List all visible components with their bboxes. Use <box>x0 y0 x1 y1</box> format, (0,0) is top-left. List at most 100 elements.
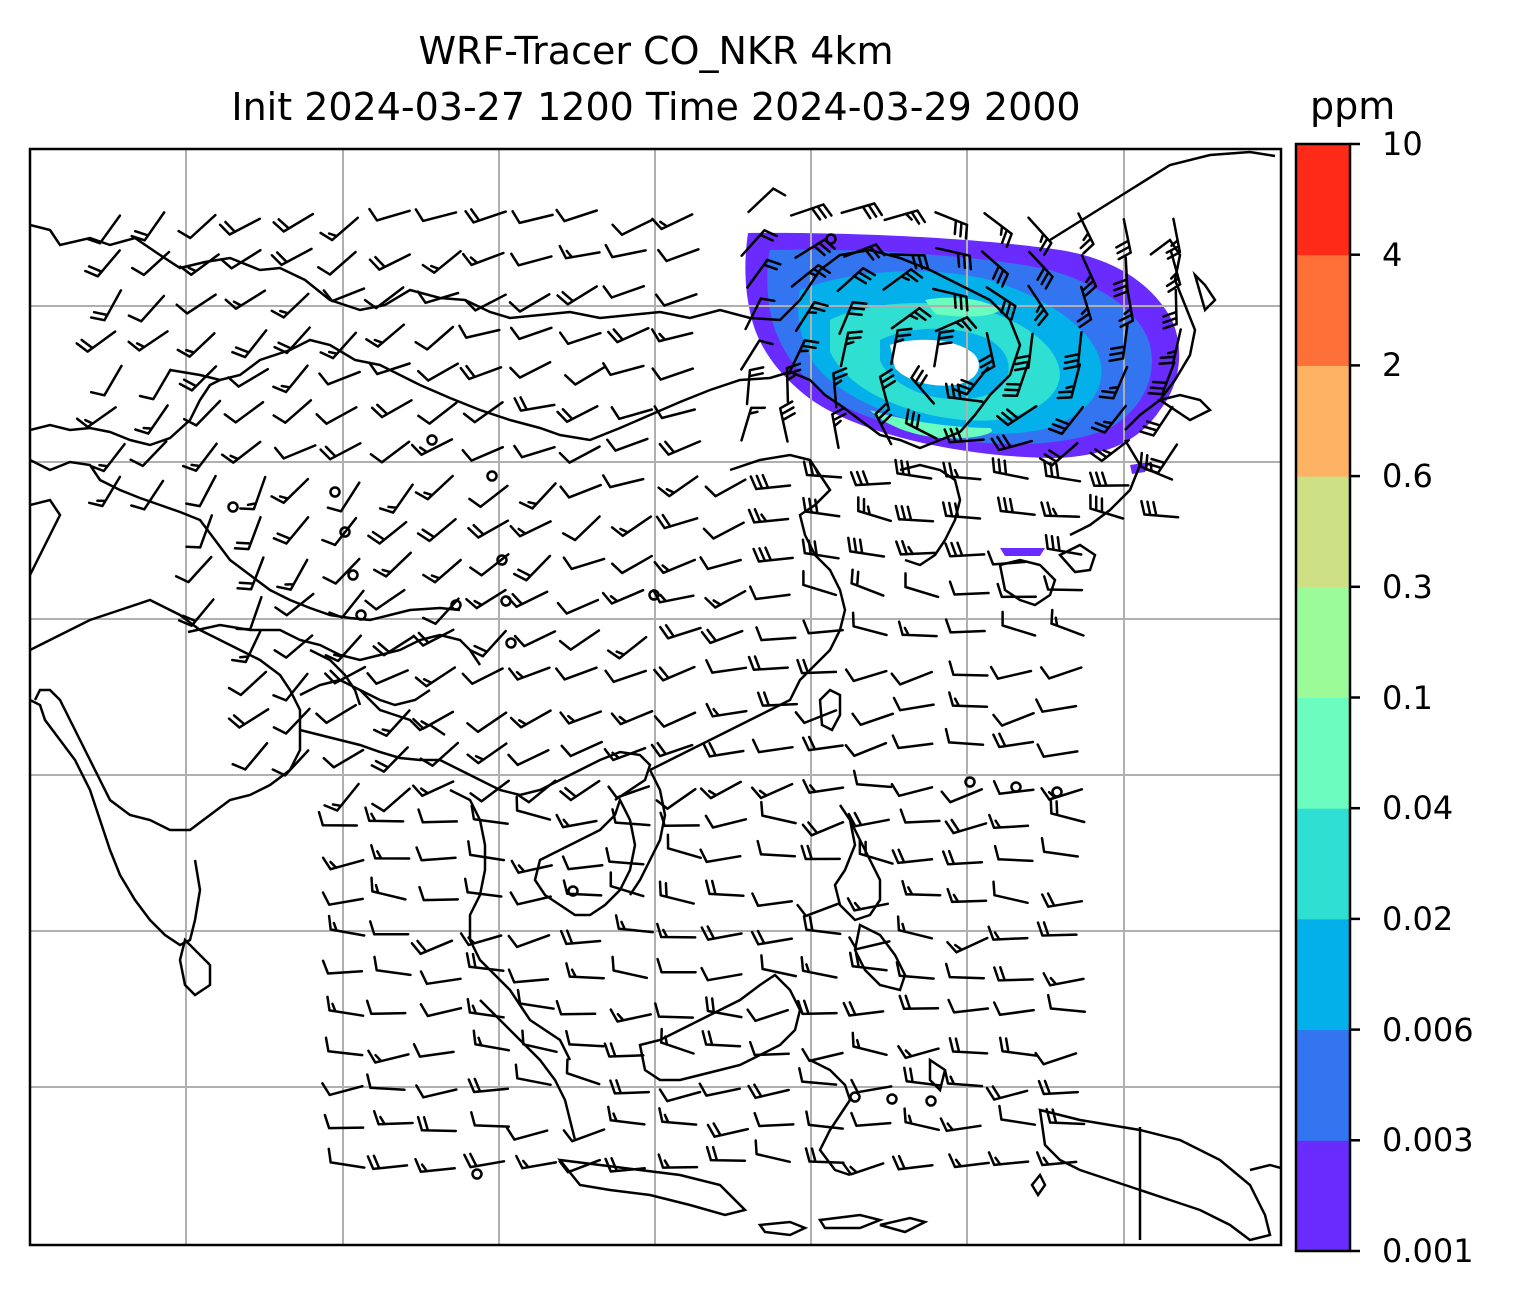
map-subtitle: Init 2024-03-27 1200 Time 2024-03-29 200… <box>231 85 1081 129</box>
wind-barb <box>417 362 460 382</box>
wind-barb <box>993 966 1034 982</box>
wind-barb <box>464 208 507 224</box>
wind-barb <box>740 229 778 257</box>
wind-barb <box>1115 218 1132 261</box>
colorbar <box>1296 144 1350 1252</box>
wind-barb <box>371 787 411 813</box>
wind-barb <box>801 538 840 560</box>
wind-barb <box>655 513 699 530</box>
calm-wind-circle <box>471 1168 483 1180</box>
wind-barb <box>1056 363 1082 400</box>
wind-barb <box>463 1152 506 1169</box>
wind-barb <box>509 326 553 341</box>
wind-barb <box>315 406 358 425</box>
wind-barb <box>611 218 654 236</box>
wind-barb <box>986 550 1029 566</box>
wind-barb <box>890 670 934 686</box>
wind-barb <box>943 1069 984 1088</box>
wind-barb <box>883 209 927 225</box>
wind-barb <box>564 365 606 386</box>
wind-barb <box>801 820 845 837</box>
wind-barb <box>847 536 886 558</box>
wind-barb <box>85 214 122 245</box>
wind-barb <box>760 800 797 825</box>
wind-barb <box>944 818 988 835</box>
wind-barb <box>412 1043 455 1058</box>
wind-barb <box>840 202 884 220</box>
wind-barb <box>415 1084 458 1099</box>
wind-barb <box>559 710 603 725</box>
colorbar-tick-label: 0.003 <box>1382 1121 1474 1160</box>
wind-barb <box>272 212 315 233</box>
wind-barb <box>317 250 357 276</box>
wind-barb <box>740 406 767 442</box>
wind-barb <box>605 847 645 866</box>
wind-barb <box>895 540 937 556</box>
wind-barb <box>1045 1108 1086 1126</box>
wind-barb <box>1165 217 1182 260</box>
wind-barb <box>174 555 213 584</box>
wind-barb <box>1035 1151 1078 1167</box>
wind-barb <box>421 597 460 626</box>
wind-barb <box>1037 1079 1079 1096</box>
wind-barb <box>1050 608 1085 637</box>
wind-barb <box>656 922 697 939</box>
wind-barb <box>466 997 505 1019</box>
wind-barb <box>944 541 986 558</box>
wind-barb <box>273 326 311 355</box>
wind-barb <box>656 957 697 974</box>
wind-barb <box>789 203 833 221</box>
wind-barb <box>1046 993 1087 1013</box>
wind-barb <box>227 367 270 388</box>
calm-wind-circle <box>505 637 517 649</box>
wind-barb <box>565 962 605 980</box>
wind-barb <box>369 440 411 464</box>
wind-barb <box>653 665 696 682</box>
wind-barb <box>891 734 934 750</box>
wind-barb <box>610 554 653 575</box>
calm-wind-circle <box>964 776 976 788</box>
wind-barb <box>897 1045 940 1060</box>
wind-barb <box>368 920 410 936</box>
wind-barb <box>744 297 776 331</box>
wind-barb <box>89 289 123 322</box>
wind-barb <box>699 848 742 864</box>
colorbar-segment <box>1296 1140 1350 1252</box>
wind-barb <box>704 478 747 498</box>
colorbar-tick-label: 0.006 <box>1382 1010 1474 1049</box>
wind-barb <box>323 782 360 812</box>
wind-barb <box>800 956 838 979</box>
wind-barb <box>987 925 1029 941</box>
map-frame <box>28 147 1283 1247</box>
wind-barb <box>698 1082 741 1097</box>
wind-barb <box>948 660 989 677</box>
tracer-plume <box>745 232 1180 556</box>
wind-barb <box>565 1029 605 1048</box>
wind-barb <box>414 325 455 351</box>
wind-barb <box>882 268 924 291</box>
wind-barb <box>651 213 694 231</box>
wind-barb <box>890 782 934 798</box>
wind-barb <box>510 252 553 267</box>
wind-barb <box>373 955 412 977</box>
colorbar-tick-label: 0.04 <box>1382 789 1454 828</box>
wind-barb <box>318 370 361 386</box>
wind-barb <box>788 339 820 373</box>
wind-barb <box>947 998 990 1014</box>
wind-barb <box>700 966 743 982</box>
wind-barb <box>324 1036 364 1057</box>
wind-barb <box>319 216 360 242</box>
wind-barb <box>940 788 984 804</box>
wind-barb <box>848 936 891 951</box>
wind-barb <box>558 1158 602 1174</box>
wind-barb <box>419 1003 463 1018</box>
wind-barb <box>321 516 358 547</box>
wind-barb <box>469 553 510 577</box>
wind-barb <box>890 327 913 366</box>
colorbar-segment <box>1296 808 1350 920</box>
wind-barb <box>319 442 362 461</box>
wind-barb <box>985 1085 1029 1101</box>
wind-barb <box>324 665 367 685</box>
wind-barb <box>996 404 1038 427</box>
